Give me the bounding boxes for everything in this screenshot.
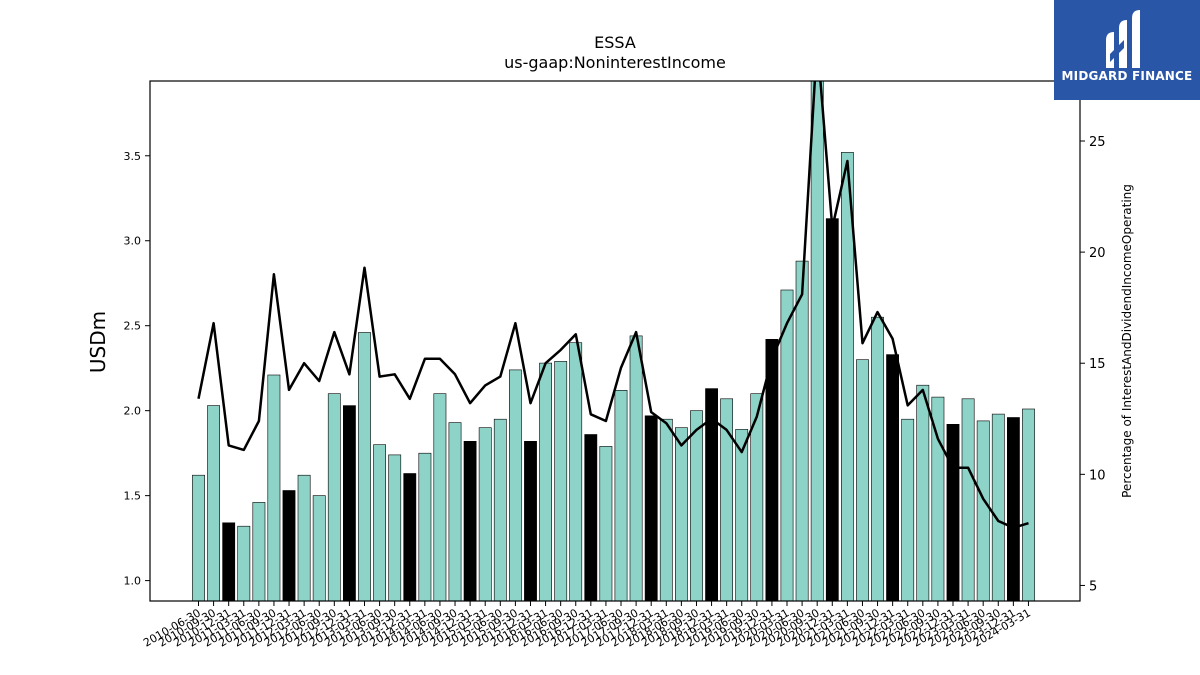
y2-axis-ticks: 5 10 15 20 25 bbox=[1080, 135, 1106, 594]
bar-2020-06-30 bbox=[795, 260, 809, 602]
y-tick-label: 3.5 bbox=[124, 150, 142, 163]
bar-2020-12-31 bbox=[825, 218, 839, 602]
plot-frame bbox=[149, 80, 1081, 602]
y2-axis-label: Percentage of InterestAndDividendIncomeO… bbox=[1120, 184, 1134, 498]
brand-name: MIDGARD FINANCE bbox=[1061, 69, 1193, 83]
bar-2015-06-30 bbox=[493, 418, 507, 602]
bar-2014-03-31 bbox=[418, 452, 432, 602]
y-tick-label: 2.5 bbox=[124, 320, 142, 333]
bar-2011-09-30 bbox=[267, 374, 281, 602]
bar-2015-09-30 bbox=[508, 369, 522, 602]
y2-tick-label: 10 bbox=[1089, 468, 1106, 483]
bar-2012-06-30 bbox=[312, 495, 326, 602]
midgard-logo-icon bbox=[1106, 10, 1140, 68]
bar-2022-12-31 bbox=[946, 423, 960, 602]
bar-2014-06-30 bbox=[433, 393, 447, 602]
bar-2021-12-31 bbox=[886, 354, 899, 602]
y2-tick-label: 5 bbox=[1089, 579, 1097, 594]
bar-2021-09-30 bbox=[871, 316, 884, 602]
chart-title: ESSA bbox=[594, 33, 636, 52]
chart-subtitle: us-gaap:NoninterestIncome bbox=[504, 53, 726, 72]
bar-2016-06-30 bbox=[554, 361, 568, 602]
bar-2012-12-31 bbox=[342, 405, 356, 602]
bar-2016-12-31 bbox=[584, 434, 598, 602]
bar-2022-06-30 bbox=[916, 384, 930, 602]
bar-2018-06-30 bbox=[674, 427, 688, 602]
bar-2010-09-30 bbox=[207, 405, 220, 602]
bar-2013-12-31 bbox=[403, 473, 417, 602]
bar-2010-06-30 bbox=[192, 474, 205, 602]
bar-2012-03-31 bbox=[297, 474, 311, 602]
bar-2020-03-31 bbox=[780, 289, 794, 602]
y-tick-label: 1.5 bbox=[124, 490, 142, 503]
bar-2023-09-30 bbox=[991, 413, 1005, 602]
y2-tick-label: 20 bbox=[1089, 246, 1106, 261]
bar-2014-12-31 bbox=[463, 440, 477, 602]
bar-2018-09-30 bbox=[690, 410, 703, 602]
bar-2017-09-30 bbox=[629, 335, 643, 602]
bar-2015-12-31 bbox=[524, 440, 537, 602]
bar-2018-03-31 bbox=[659, 418, 673, 602]
bar-2016-09-30 bbox=[569, 342, 583, 602]
y-axis-label: USDm bbox=[86, 311, 110, 373]
bar-group bbox=[192, 80, 1035, 602]
ratio-line bbox=[197, 81, 1029, 529]
bar-2014-09-30 bbox=[448, 422, 462, 602]
y-tick-label: 1.0 bbox=[124, 575, 142, 588]
x-axis-ticks: 2010-06-302010-09-302010-12-312011-03-31… bbox=[141, 601, 1033, 650]
bar-2015-03-31 bbox=[478, 427, 492, 602]
bar-2019-06-30 bbox=[735, 429, 749, 602]
bar-2024-03-31 bbox=[1022, 408, 1035, 602]
bar-2020-09-30 bbox=[810, 80, 824, 602]
y-tick-label: 3.0 bbox=[124, 235, 142, 248]
bar-2017-06-30 bbox=[614, 389, 628, 602]
bar-2022-03-31 bbox=[901, 418, 915, 602]
bar-2016-03-31 bbox=[539, 362, 552, 602]
brand-logo: MIDGARD FINANCE bbox=[1054, 0, 1200, 100]
bar-2013-06-30 bbox=[373, 444, 386, 602]
bar-2023-12-31 bbox=[1006, 417, 1020, 602]
bar-2023-03-31 bbox=[961, 398, 975, 602]
bar-2012-09-30 bbox=[327, 393, 341, 602]
bar-2017-12-31 bbox=[644, 415, 658, 602]
y2-tick-label: 25 bbox=[1089, 135, 1106, 150]
bar-2013-03-31 bbox=[358, 332, 371, 602]
bar-2013-09-30 bbox=[388, 454, 402, 602]
bar-2017-03-31 bbox=[599, 446, 613, 602]
bar-2021-06-30 bbox=[856, 359, 869, 602]
bar-2011-06-30 bbox=[252, 502, 266, 602]
bar-2023-06-30 bbox=[976, 420, 990, 602]
bar-2010-12-31 bbox=[222, 522, 236, 602]
bar-2011-12-31 bbox=[282, 490, 296, 602]
y-axis-ticks: 1.0 1.5 2.0 2.5 3.0 3.5 bbox=[124, 150, 150, 588]
y-tick-label: 2.0 bbox=[124, 405, 142, 418]
y2-tick-label: 15 bbox=[1089, 357, 1106, 372]
bar-2011-03-31 bbox=[237, 525, 251, 602]
